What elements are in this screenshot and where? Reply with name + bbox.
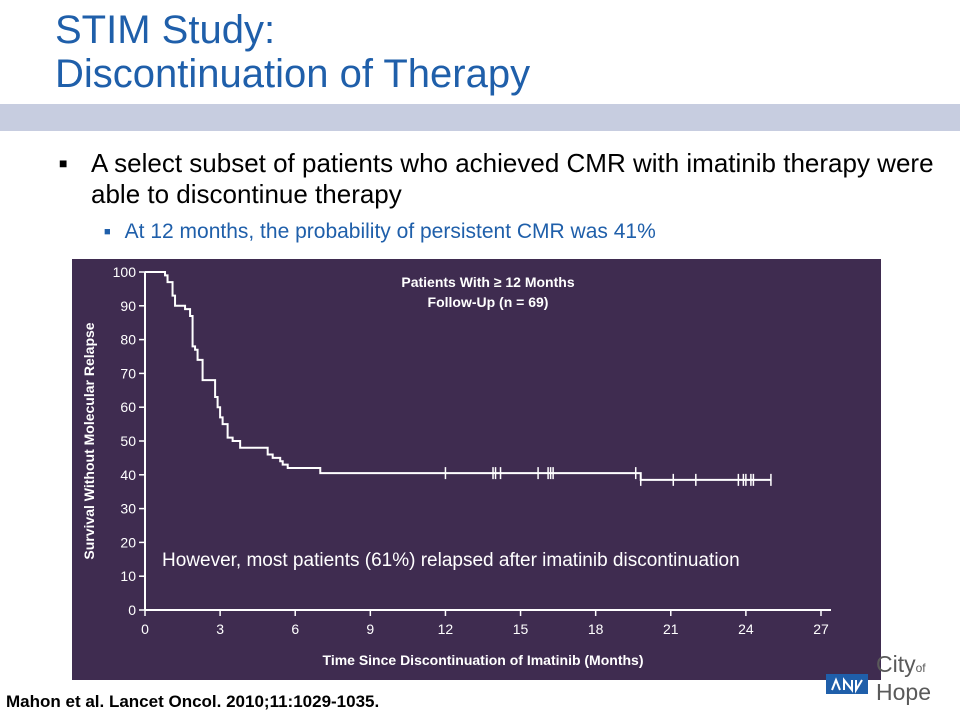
logo-word-city: City [876, 651, 916, 677]
y-tick-label: 100 [113, 264, 137, 280]
chart-svg: 0 10 20 30 40 50 60 70 80 90 100 0 3 6 9 12 15 18 21 24 27 P… [81, 264, 831, 668]
logo-word-hope: Hope [876, 679, 931, 705]
slide-title-line-1: STIM Study: [55, 8, 276, 52]
y-tick-label: 0 [128, 602, 136, 618]
chart-subtitle: Follow-Up (n = 69) [428, 294, 549, 310]
y-tick-label: 50 [120, 433, 136, 449]
x-tick-label: 27 [813, 621, 829, 637]
logo-word-of: of [915, 661, 926, 675]
x-tick-label: 18 [588, 621, 604, 637]
x-tick-label: 12 [438, 621, 454, 637]
x-tick-label: 24 [738, 621, 754, 637]
main-bullet-text: A select subset of patients who achieved… [91, 148, 934, 209]
x-tick-label: 21 [663, 621, 679, 637]
y-tick-label: 90 [120, 298, 136, 314]
y-tick-label: 20 [120, 534, 136, 550]
chart-annotation: However, most patients (61%) relapsed af… [162, 550, 740, 571]
x-tick-label: 0 [141, 621, 149, 637]
square-bullet-icon: ■ [104, 226, 111, 238]
sub-bullet: ■ At 12 months, the probability of persis… [104, 219, 656, 245]
y-tick-label: 40 [120, 467, 136, 483]
slide-title-line-2: Discontinuation of Therapy [55, 52, 531, 96]
x-tick-label: 15 [513, 621, 529, 637]
y-tick-label: 60 [120, 399, 136, 415]
city-of-hope-logo: Cityof Hope [826, 652, 946, 704]
y-tick-label: 80 [120, 332, 136, 348]
y-tick-label: 10 [120, 568, 136, 584]
y-tick-label: 70 [120, 365, 136, 381]
city-of-hope-logo-icon [826, 674, 868, 694]
main-bullet: ■ A select subset of patients who achiev… [55, 148, 935, 210]
chart-curve-group [145, 271, 772, 486]
x-axis-label: Time Since Discontinuation of Imatinib (… [323, 652, 644, 668]
sub-bullet-text: At 12 months, the probability of persist… [124, 220, 656, 243]
square-bullet-icon: ■ [59, 155, 68, 171]
survival-curve-line [145, 271, 771, 481]
x-tick-label: 3 [216, 621, 224, 637]
chart-ticks: 0 10 20 30 40 50 60 70 80 90 100 0 3 6 9 12 15 18 21 24 27 [113, 264, 829, 637]
chart-title: Patients With ≥ 12 Months [401, 274, 574, 290]
title-divider-bar [0, 104, 960, 131]
x-tick-label: 6 [291, 621, 299, 637]
y-tick-label: 30 [120, 501, 136, 517]
citation: Mahon et al. Lancet Oncol. 2010;11:1029-… [6, 692, 380, 711]
x-tick-label: 9 [366, 621, 374, 637]
slide-title: STIM Study: Discontinuation of Therapy [55, 8, 530, 96]
y-axis-label: Survival Without Molecular Relapse [81, 322, 97, 559]
kaplan-meier-chart: 0 10 20 30 40 50 60 70 80 90 100 0 3 6 9 12 15 18 21 24 27 P… [72, 259, 881, 680]
logo-wordmark: Cityof Hope [876, 652, 931, 704]
